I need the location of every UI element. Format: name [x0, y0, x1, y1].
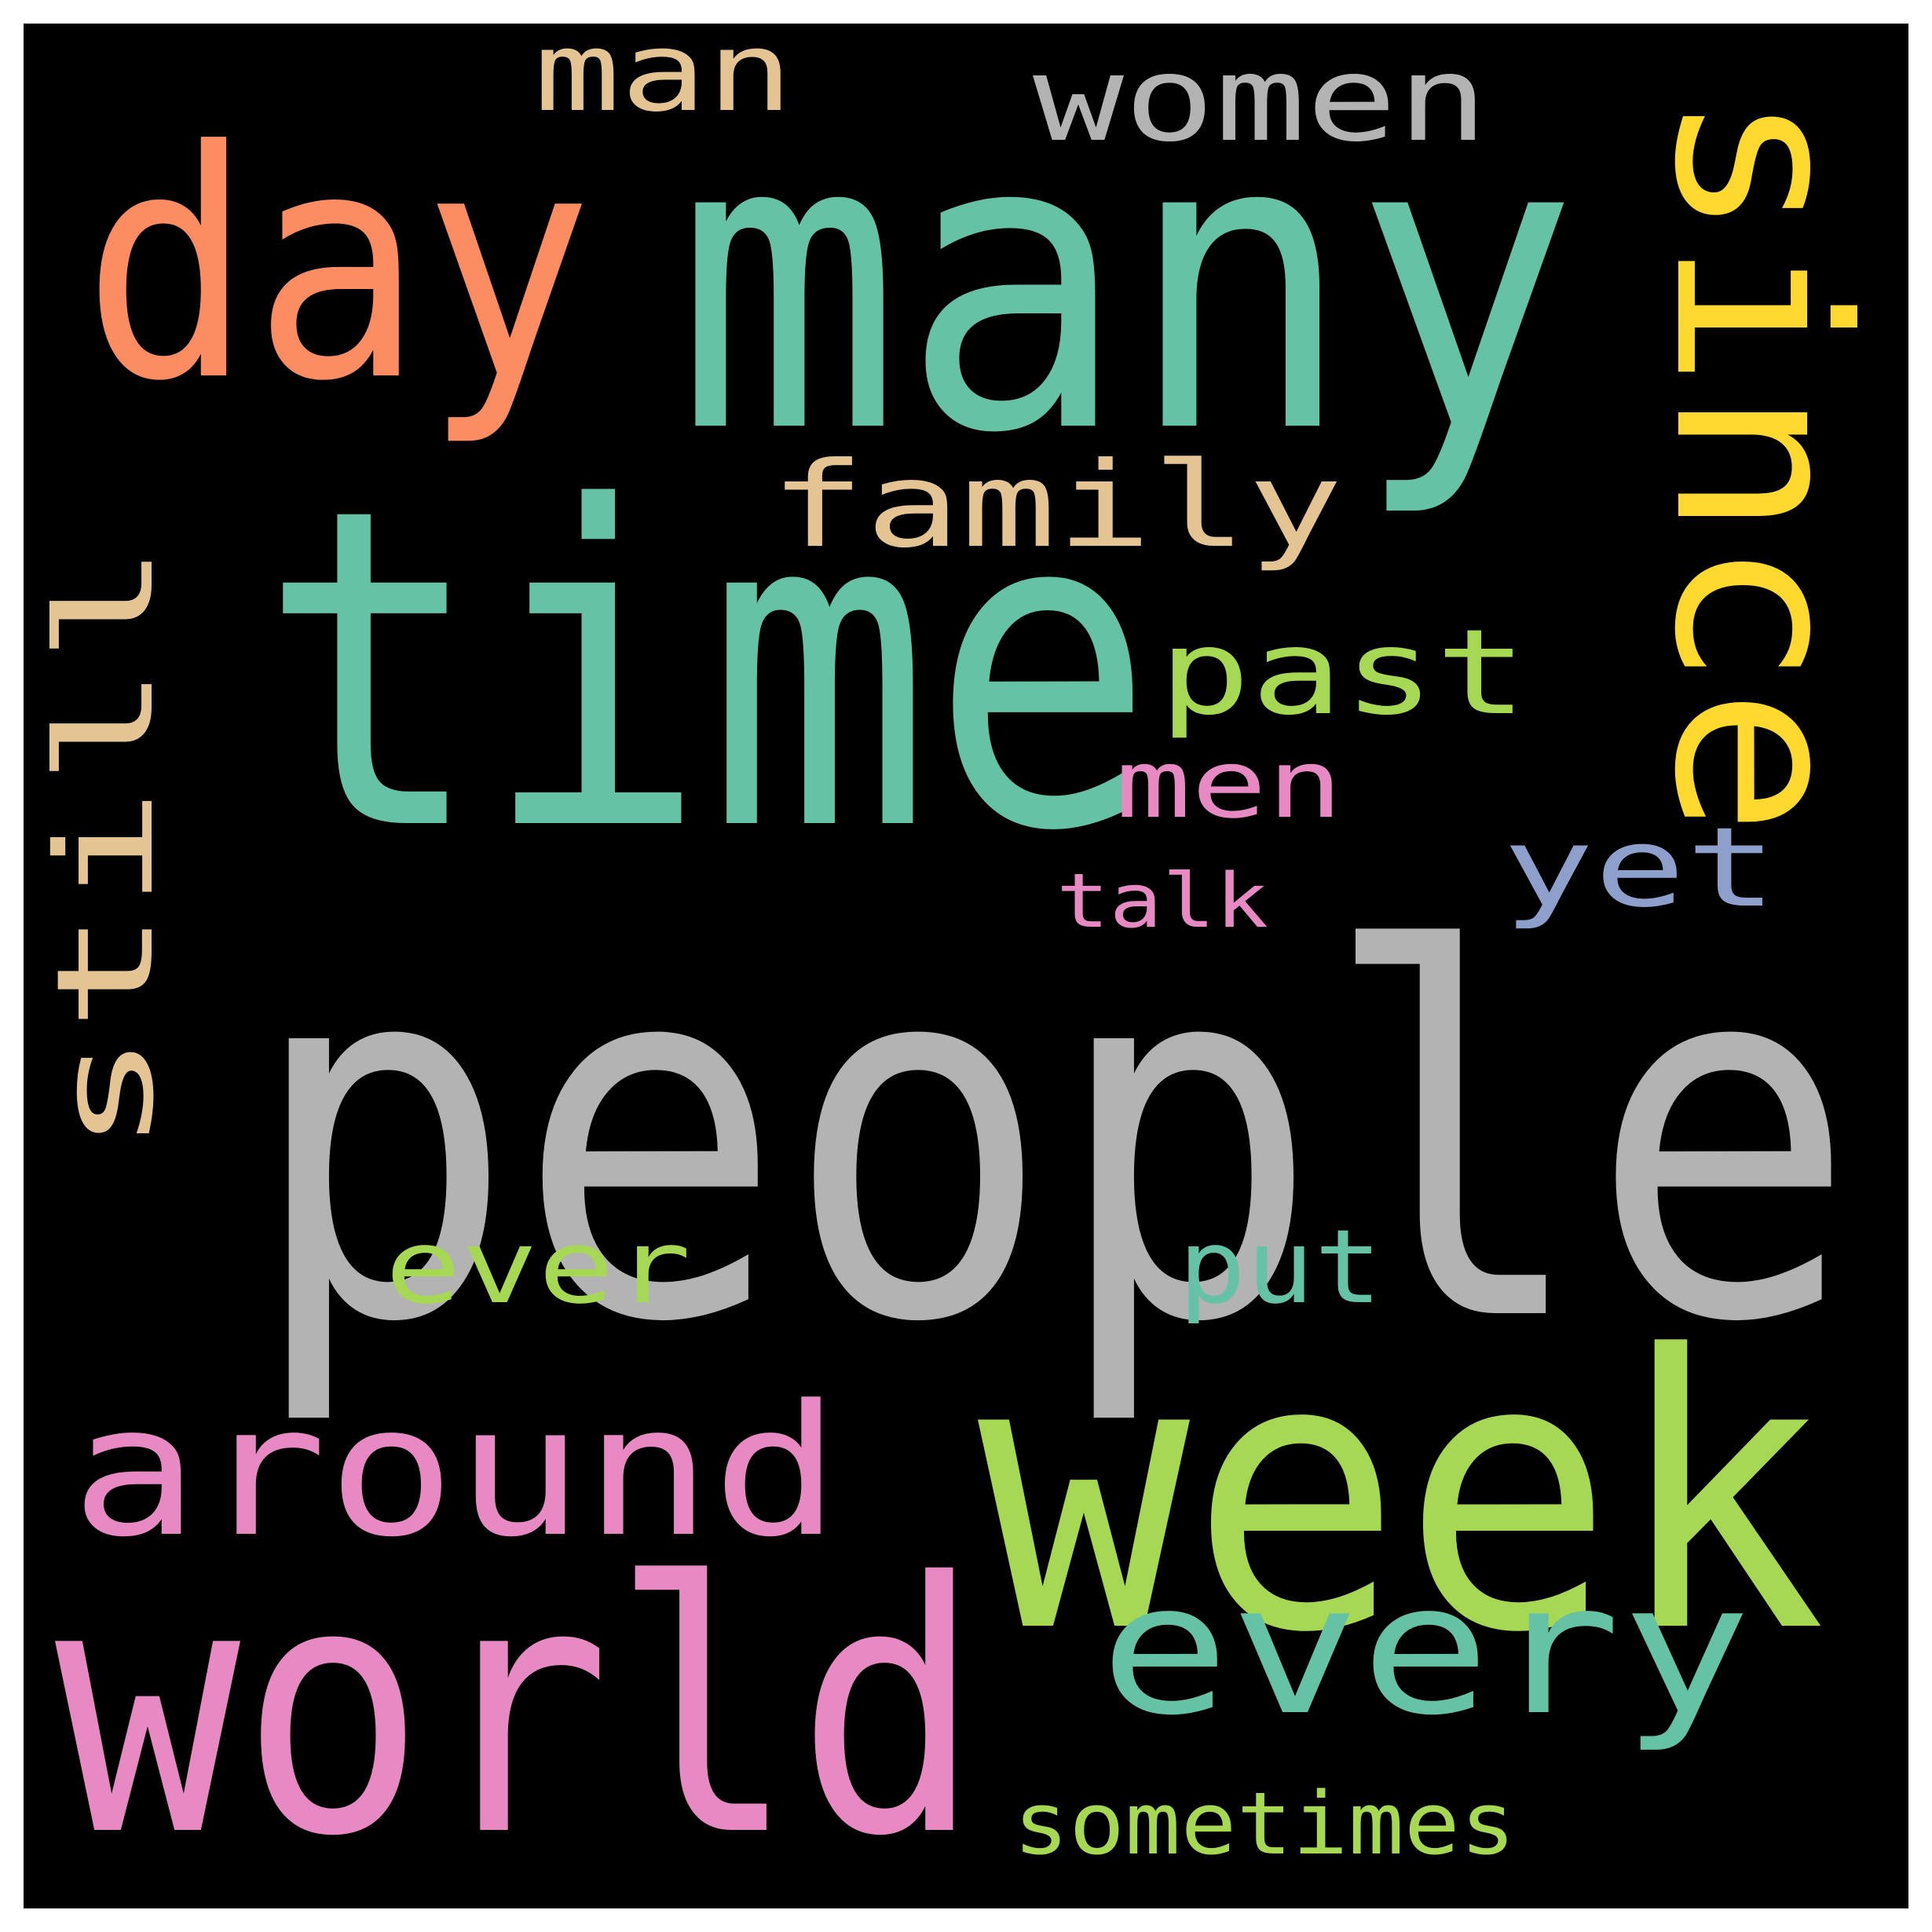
- word-still: still: [28, 542, 184, 1154]
- word-since: since: [1623, 90, 1897, 836]
- word-past: past: [1158, 605, 1528, 741]
- word-put: put: [1178, 1207, 1382, 1326]
- word-people: people: [247, 847, 1857, 1432]
- word-world: world: [55, 1509, 982, 1908]
- word-time: time: [259, 415, 1154, 928]
- word-around: around: [71, 1367, 840, 1577]
- word-cloud: people time many week world day since ar…: [24, 24, 1908, 1908]
- word-women: women: [1033, 31, 1488, 168]
- word-day: day: [82, 85, 593, 450]
- word-ever: ever: [385, 1207, 691, 1326]
- word-week: week: [978, 1276, 1826, 1715]
- word-men: men: [1115, 730, 1343, 840]
- word-sometimes: sometimes: [1013, 1773, 1516, 1874]
- word-man: man: [534, 24, 793, 137]
- word-family: family: [770, 437, 1343, 574]
- word-talk: talk: [1056, 858, 1268, 945]
- word-many: many: [675, 46, 1579, 522]
- word-cloud-background: [24, 24, 1908, 1908]
- word-yet: yet: [1502, 804, 1777, 932]
- word-every: every: [1100, 1546, 1751, 1755]
